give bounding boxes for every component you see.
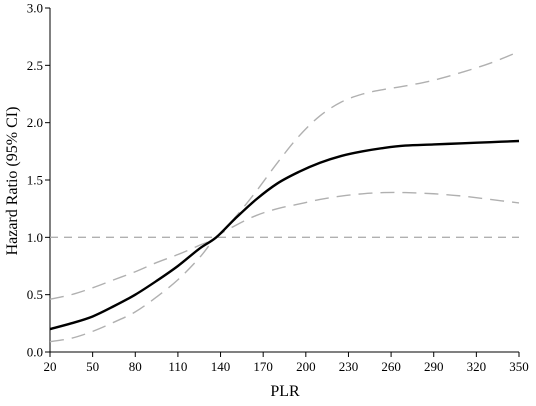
series-line-lower-ci <box>49 191 520 343</box>
y-tick-label: 2.0 <box>27 115 43 130</box>
y-tick-label: 2.5 <box>27 58 43 73</box>
y-tick-label: 0.0 <box>27 345 43 360</box>
x-axis-title: PLR <box>270 383 300 400</box>
x-ticks: 20 50 80 110 140 170 200 230 260 290 320 350 <box>44 352 529 374</box>
y-axis-title: Hazard Ratio (95% CI) <box>4 107 21 256</box>
x-tick-label: 260 <box>381 359 401 374</box>
y-ticks: 0.0 0.5 1.0 1.5 2.0 2.5 3.0 <box>27 1 50 360</box>
y-tick-label: 3.0 <box>27 1 43 16</box>
y-tick-label: 1.0 <box>27 230 43 245</box>
x-tick-label: 200 <box>296 359 316 374</box>
x-tick-label: 140 <box>211 359 231 374</box>
x-tick-label: 50 <box>86 359 99 374</box>
y-tick-label: 1.5 <box>27 173 43 188</box>
series-line-estimate <box>49 139 520 331</box>
series-line-upper-ci <box>49 50 520 300</box>
x-tick-label: 20 <box>44 359 57 374</box>
x-tick-label: 320 <box>467 359 487 374</box>
series-layer <box>49 50 520 343</box>
x-tick-label: 170 <box>253 359 273 374</box>
x-tick-label: 230 <box>339 359 359 374</box>
x-tick-label: 80 <box>129 359 142 374</box>
x-tick-label: 290 <box>424 359 444 374</box>
x-tick-label: 350 <box>509 359 529 374</box>
y-tick-label: 0.5 <box>27 287 43 302</box>
x-tick-label: 110 <box>168 359 187 374</box>
